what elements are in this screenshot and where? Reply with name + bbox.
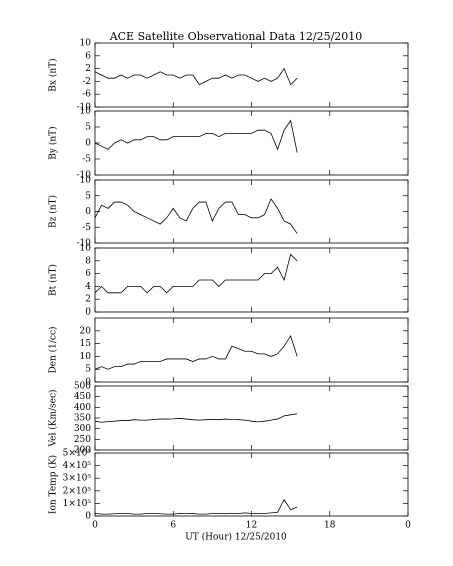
y-tick-label: 4×10⁵ — [63, 461, 92, 471]
panel-frame — [94, 385, 409, 451]
y-axis-label: By (nT) — [48, 126, 59, 159]
y-tick-label: -10 — [77, 171, 92, 181]
y-tick-label: 4 — [85, 282, 91, 292]
y-axis-label: Bt (nT) — [48, 264, 59, 296]
y-tick-label: 300 — [74, 424, 91, 434]
y-tick-label: 200 — [74, 446, 91, 456]
y-tick-label: 350 — [74, 414, 91, 424]
y-tick-label: -5 — [82, 155, 91, 165]
y-tick-label: 400 — [74, 403, 91, 413]
y-tick-label: -2 — [82, 77, 91, 87]
y-axis-label: Bz (nT) — [48, 195, 59, 228]
y-tick-label: -6 — [82, 90, 91, 100]
y-tick-label: 5 — [85, 191, 91, 201]
y-tick-label: 20 — [80, 326, 92, 336]
panel-frame — [94, 452, 409, 517]
y-tick-label: 10 — [80, 352, 92, 362]
chart-title: ACE Satellite Observational Data 12/25/2… — [109, 30, 363, 43]
x-axis-label: UT (Hour) 12/25/2010 — [185, 532, 287, 543]
data-line — [94, 119, 298, 153]
y-axis-label: Den (1/cc) — [48, 326, 59, 373]
panel-frame — [94, 110, 409, 176]
y-tick-label: 6 — [85, 269, 91, 279]
y-axis-label: Ion Temp (K) — [48, 455, 59, 514]
panel-frame — [94, 42, 409, 108]
data-line — [94, 334, 298, 370]
y-tick-label: 0 — [85, 308, 91, 318]
y-tick-label: 10 — [80, 176, 92, 186]
data-line — [94, 198, 298, 234]
y-tick-label: -10 — [77, 103, 92, 113]
y-tick-label: 8 — [85, 256, 91, 266]
y-tick-label: 500 — [74, 382, 91, 392]
data-line — [94, 413, 298, 423]
y-axis-label: Vel (Km/sec) — [48, 389, 59, 447]
y-tick-label: 5 — [85, 365, 91, 375]
y-tick-label: 6 — [85, 51, 91, 61]
x-tick-label: 6 — [170, 521, 176, 531]
data-line — [94, 67, 298, 86]
y-tick-label: 10 — [80, 244, 92, 254]
x-tick-label: 0 — [405, 521, 411, 531]
x-tick-label: 18 — [324, 521, 336, 531]
y-tick-label: 10 — [80, 107, 92, 117]
y-tick-label: 5×10⁵ — [63, 449, 92, 459]
y-tick-label: 5 — [85, 123, 91, 133]
y-tick-label: 1×10⁵ — [63, 499, 92, 509]
y-tick-label: 0 — [85, 512, 91, 522]
data-line — [94, 253, 298, 294]
y-tick-label: 0 — [85, 139, 91, 149]
panel-frame — [94, 179, 409, 244]
y-tick-label: 250 — [74, 435, 91, 445]
y-tick-label: -10 — [77, 239, 92, 249]
x-tick-label: 12 — [246, 521, 257, 531]
y-axis-label: Bx (nT) — [48, 58, 59, 91]
y-tick-label: 3×10⁵ — [63, 474, 92, 484]
y-tick-label: 15 — [80, 339, 92, 349]
y-tick-label: 0 — [85, 378, 91, 388]
y-tick-label: 10 — [80, 39, 92, 49]
data-line — [94, 498, 298, 515]
y-tick-label: 2 — [85, 64, 91, 74]
y-tick-label: -5 — [82, 223, 91, 233]
y-tick-label: 2×10⁵ — [63, 486, 92, 496]
panel-frame — [94, 317, 409, 383]
y-tick-label: 0 — [85, 207, 91, 217]
x-tick-label: 0 — [92, 521, 98, 531]
y-tick-label: 2 — [85, 295, 91, 305]
y-tick-label: 450 — [74, 392, 91, 402]
